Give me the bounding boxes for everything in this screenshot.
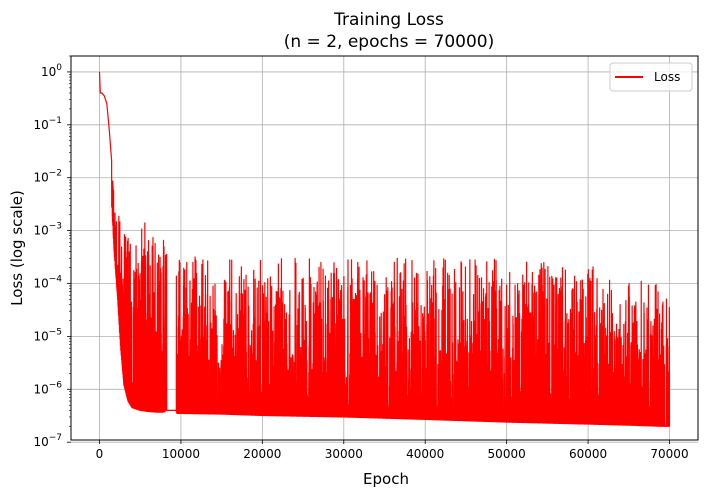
x-tick-label: 60000 bbox=[569, 447, 607, 461]
y-tick-label: 10−1 bbox=[33, 116, 62, 132]
y-tick-label: 100 bbox=[41, 63, 62, 79]
x-tick-label: 70000 bbox=[650, 447, 688, 461]
legend-label-loss: Loss bbox=[654, 70, 680, 84]
legend: Loss bbox=[609, 62, 693, 92]
legend-box bbox=[609, 62, 693, 92]
x-axis-label: Epoch bbox=[363, 470, 409, 488]
y-tick-label: 10−4 bbox=[33, 275, 62, 291]
y-tick-label: 10−2 bbox=[33, 169, 62, 185]
y-tick-label: 10−5 bbox=[33, 327, 62, 343]
plot-area bbox=[98, 71, 671, 427]
y-axis-label: Loss (log scale) bbox=[8, 190, 26, 306]
x-tick-label: 40000 bbox=[406, 447, 444, 461]
chart-subtitle: (n = 2, epochs = 70000) bbox=[284, 32, 494, 52]
x-tick-label: 10000 bbox=[162, 447, 200, 461]
x-tick-label: 50000 bbox=[488, 447, 526, 461]
x-tick-label: 20000 bbox=[243, 447, 281, 461]
x-tick-label: 30000 bbox=[325, 447, 363, 461]
y-tick-label: 10−3 bbox=[33, 222, 62, 238]
axes-frame bbox=[70, 55, 699, 441]
x-tick-label: 0 bbox=[96, 447, 104, 461]
loss-series-line bbox=[98, 71, 671, 427]
y-axis-ticks: 10−7 10−6 10−5 10−4 10−3 10−2 10−1 100 bbox=[33, 55, 71, 449]
x-axis-ticks: 0 10000 20000 30000 40000 50000 60000 70000 bbox=[96, 440, 689, 461]
y-tick-label: 10−6 bbox=[33, 380, 62, 396]
y-tick-label: 10−7 bbox=[33, 433, 62, 449]
chart-title: Training Loss bbox=[333, 10, 444, 30]
